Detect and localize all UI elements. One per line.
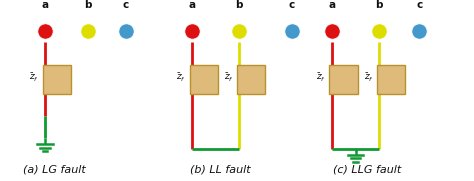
- Text: $\bar{z}_f$: $\bar{z}_f$: [364, 72, 374, 84]
- FancyBboxPatch shape: [190, 65, 218, 94]
- FancyBboxPatch shape: [237, 65, 265, 94]
- Text: $\bar{z}_f$: $\bar{z}_f$: [29, 72, 39, 84]
- FancyBboxPatch shape: [377, 65, 405, 94]
- Text: a: a: [188, 0, 196, 10]
- Text: b: b: [375, 0, 383, 10]
- Text: b: b: [84, 0, 91, 10]
- Text: (b) LL fault: (b) LL fault: [190, 165, 251, 175]
- Text: a: a: [41, 0, 49, 10]
- Text: $\bar{z}_f$: $\bar{z}_f$: [224, 72, 234, 84]
- Text: c: c: [416, 0, 423, 10]
- FancyBboxPatch shape: [43, 65, 71, 94]
- Text: a: a: [328, 0, 336, 10]
- Text: $\bar{z}_f$: $\bar{z}_f$: [316, 72, 326, 84]
- FancyBboxPatch shape: [329, 65, 358, 94]
- Text: (a) LG fault: (a) LG fault: [23, 165, 86, 175]
- Text: c: c: [288, 0, 295, 10]
- Text: (c) LLG fault: (c) LLG fault: [333, 165, 401, 175]
- Text: b: b: [236, 0, 243, 10]
- Text: c: c: [122, 0, 129, 10]
- Text: $\bar{z}_f$: $\bar{z}_f$: [176, 72, 186, 84]
